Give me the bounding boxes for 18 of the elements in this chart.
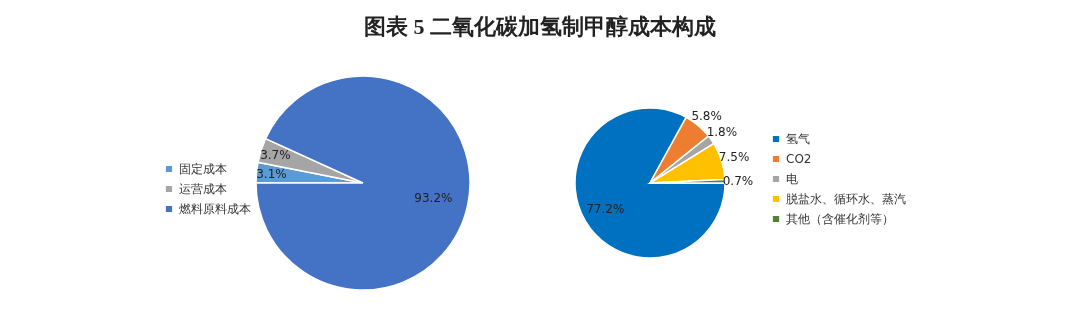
legend-label: 氢气 [786, 132, 810, 146]
text: 图表 5 二氧化碳加氢制甲醇成本构成 [363, 13, 717, 41]
legend-label: 电 [786, 172, 798, 186]
data-label: 7.5% [718, 149, 750, 164]
legend-label: 其他（含催化剂等） [786, 212, 894, 226]
data-label: 1.8% [706, 125, 738, 140]
pie-slice [255, 75, 471, 291]
legend-label: 燃料原料成本 [179, 202, 251, 216]
data-label: 77.2% [586, 202, 625, 217]
data-label: 3.7% [260, 147, 291, 162]
data-label: 5.8% [691, 108, 722, 123]
data-label: 93.2% [414, 191, 453, 206]
legend-label: 脱盐水、循环水、蒸汽 [786, 192, 906, 206]
legend-label: 运营成本 [179, 182, 227, 196]
legend-label: 固定成本 [179, 162, 227, 176]
data-label: 3.1% [256, 167, 287, 182]
legend-label: CO2 [786, 152, 812, 166]
data-label: 0.7% [722, 173, 754, 188]
